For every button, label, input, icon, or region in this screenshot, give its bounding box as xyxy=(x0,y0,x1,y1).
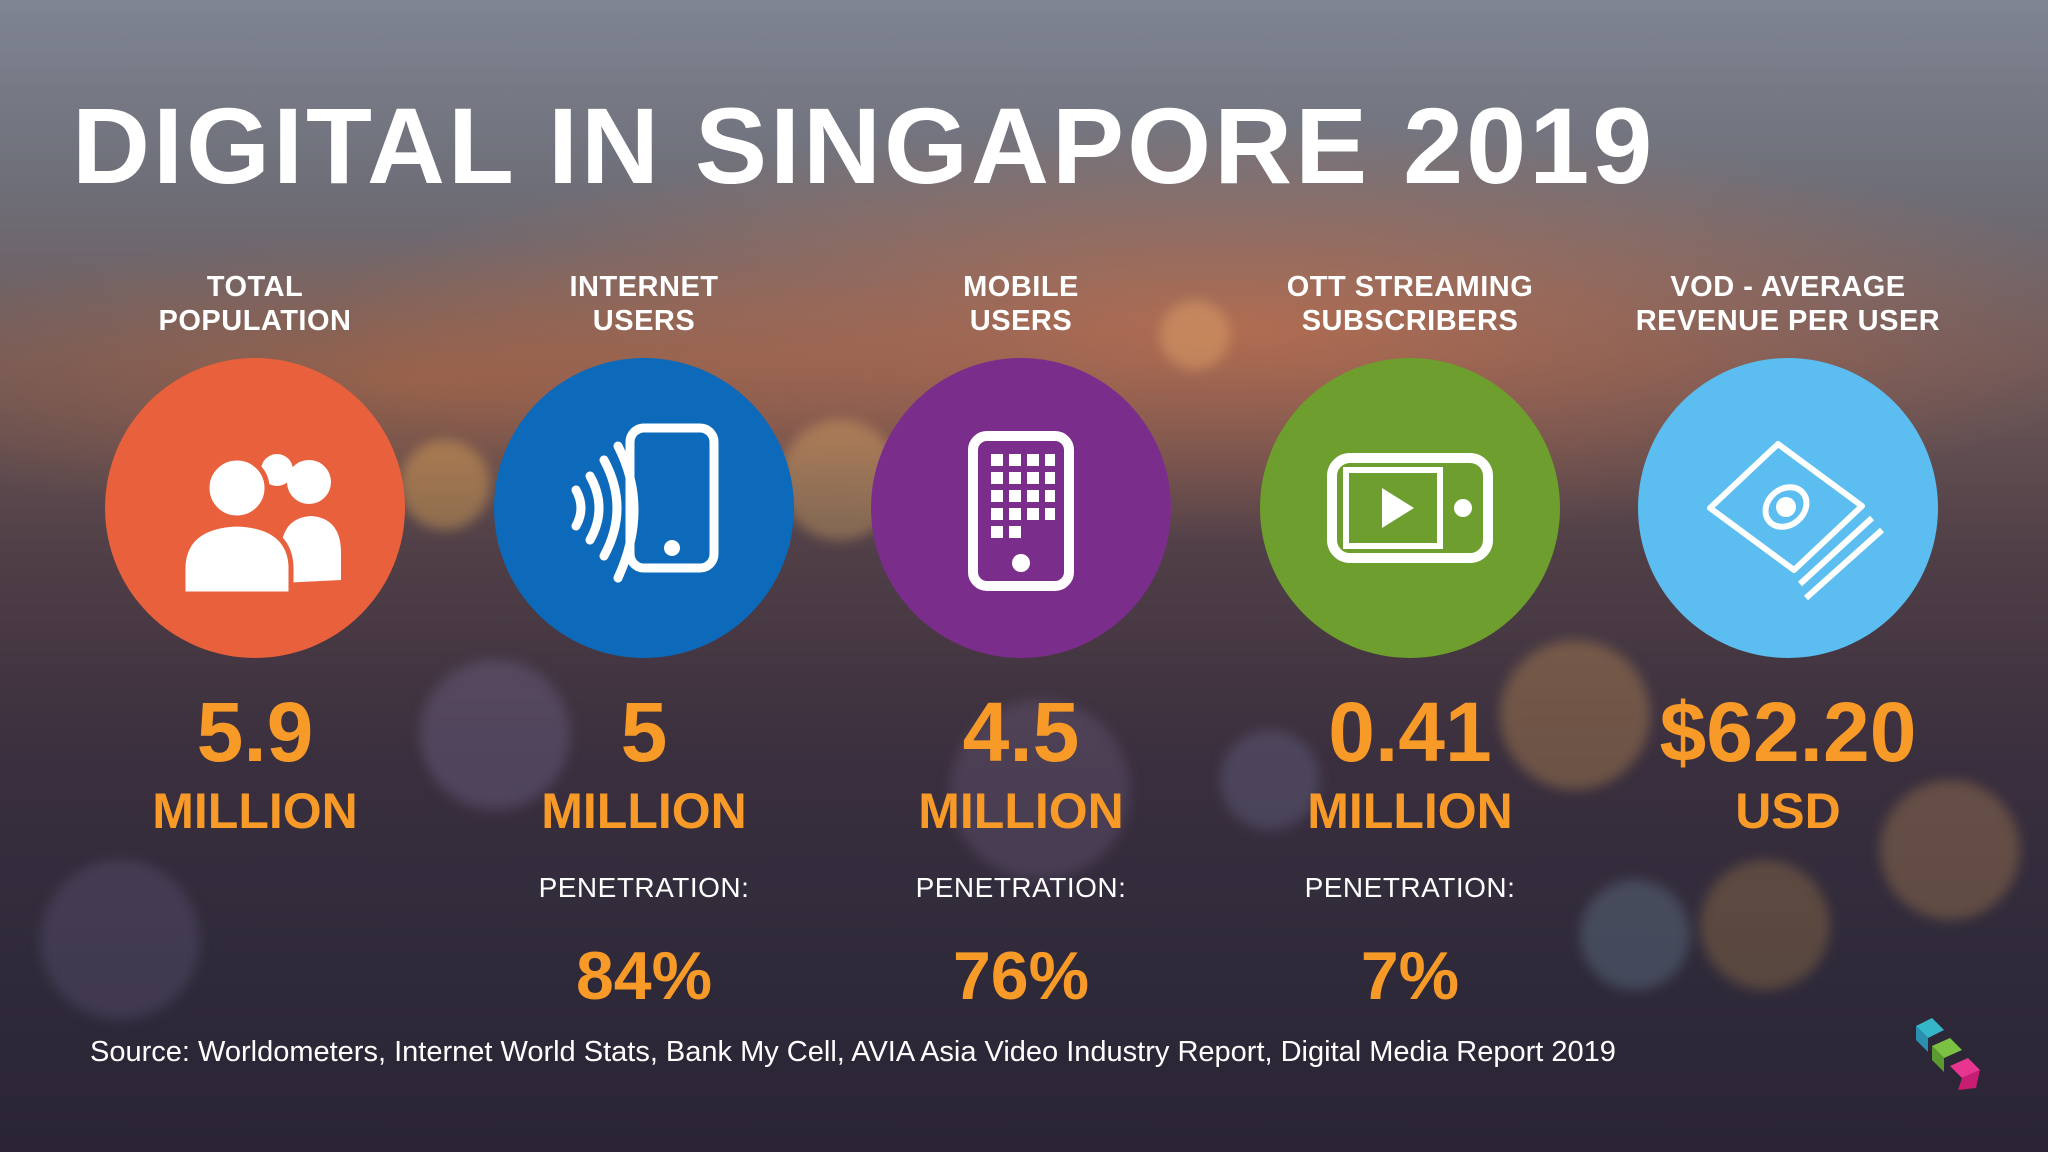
stat-value: 4.5 xyxy=(962,685,1080,779)
stat-label-line2: USERS xyxy=(969,305,1073,337)
stat-value: 5 xyxy=(620,685,668,779)
stat-icon-circle xyxy=(1260,358,1560,658)
bokeh-light xyxy=(420,660,570,810)
people-icon xyxy=(180,454,341,597)
stat-label-line1: MOBILE xyxy=(963,271,1079,303)
stat-label: VOD - AVERAGE REVENUE PER USER xyxy=(1618,270,1958,338)
stat-label-line2: POPULATION xyxy=(158,305,352,337)
stat-value: $62.20 xyxy=(1659,685,1917,779)
source-citation: Source: Worldometers, Internet World Sta… xyxy=(90,1036,1616,1068)
stat-label-line1: VOD - AVERAGE xyxy=(1670,271,1906,303)
stat-icon-circle xyxy=(105,358,405,658)
penetration-label: PENETRATION: xyxy=(915,872,1127,903)
stat-unit: MILLION xyxy=(918,783,1124,839)
stat-label-line2: SUBSCRIBERS xyxy=(1301,305,1519,337)
stat-unit: MILLION xyxy=(1307,783,1513,839)
penetration-label: PENETRATION: xyxy=(1304,872,1516,903)
stat-label: OTT STREAMING SUBSCRIBERS xyxy=(1240,270,1580,338)
stat-label: INTERNET USERS xyxy=(474,270,814,338)
bokeh-light xyxy=(40,860,200,1020)
cube-logo-icon xyxy=(1916,1018,1980,1090)
wireless-phone-icon xyxy=(571,423,719,583)
penetration-value: 76% xyxy=(952,938,1090,1014)
stat-value: 0.41 xyxy=(1328,685,1492,779)
stat-label-line1: TOTAL xyxy=(206,271,304,303)
penetration-value: 84% xyxy=(575,938,713,1014)
bokeh-light xyxy=(950,700,1130,880)
stat-icon-circle xyxy=(871,358,1171,658)
stat-label-line1: INTERNET xyxy=(569,271,719,303)
stat-unit: MILLION xyxy=(541,783,747,839)
stat-value: 5.9 xyxy=(196,685,314,779)
bokeh-light xyxy=(1580,880,1690,990)
bokeh-light xyxy=(400,440,490,530)
bokeh-light xyxy=(1880,780,2020,920)
video-player-icon xyxy=(1327,453,1493,563)
mobile-phone-icon xyxy=(968,431,1074,591)
penetration-label: PENETRATION: xyxy=(538,872,750,903)
stat-label-line1: OTT STREAMING xyxy=(1286,271,1534,303)
penetration-value: 7% xyxy=(1360,938,1460,1014)
bokeh-light xyxy=(1220,730,1320,830)
bokeh-light xyxy=(1160,300,1230,370)
stat-icon-circle xyxy=(1638,358,1938,658)
stat-label-line2: REVENUE PER USER xyxy=(1635,305,1941,337)
stat-unit: USD xyxy=(1735,783,1841,839)
bokeh-light xyxy=(1700,860,1830,990)
page-title: DIGITAL IN SINGAPORE 2019 xyxy=(72,85,1656,206)
stat-icon-circle xyxy=(494,358,794,658)
money-stack-icon xyxy=(1707,441,1885,601)
stat-label-line2: USERS xyxy=(592,305,696,337)
stat-label: TOTAL POPULATION xyxy=(85,270,425,338)
bokeh-light xyxy=(1500,640,1650,790)
stat-label: MOBILE USERS xyxy=(851,270,1191,338)
stat-unit: MILLION xyxy=(152,783,358,839)
